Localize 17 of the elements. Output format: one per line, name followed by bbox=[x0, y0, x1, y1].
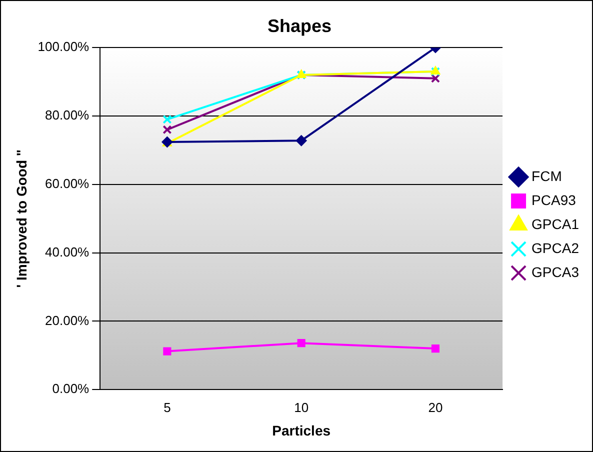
y-tick-label: 80.00% bbox=[45, 108, 90, 123]
x-tick-label: 10 bbox=[294, 400, 309, 415]
y-tick-label: 100.00% bbox=[38, 39, 90, 54]
y-tick-label: 0.00% bbox=[52, 381, 90, 396]
legend-label: PCA93 bbox=[532, 192, 576, 208]
y-tick-label: 40.00% bbox=[45, 244, 90, 260]
legend-label: GPCA3 bbox=[532, 264, 580, 280]
legend-label: GPCA2 bbox=[532, 240, 580, 256]
legend-label: GPCA1 bbox=[532, 216, 580, 232]
legend-label: FCM bbox=[532, 168, 562, 184]
y-tick-label: 20.00% bbox=[45, 312, 90, 328]
y-axis-title: ' Improved to Good " bbox=[13, 149, 30, 288]
x-axis-title: Particles bbox=[272, 422, 331, 438]
chart-title: Shapes bbox=[267, 16, 332, 36]
y-tick-label: 60.00% bbox=[45, 176, 90, 191]
x-tick-label: 20 bbox=[428, 400, 443, 415]
x-tick-label: 5 bbox=[164, 400, 171, 415]
